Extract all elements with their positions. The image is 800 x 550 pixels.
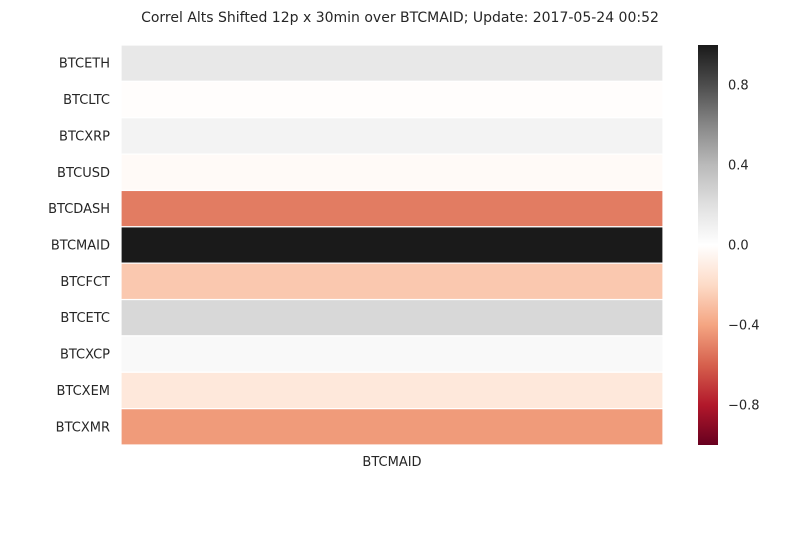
heatmap-cell bbox=[120, 408, 664, 446]
row-labels: BTCETH BTCLTC BTCXRP BTCUSD BTCDASH BTCMAID BT… bbox=[48, 57, 110, 436]
row-label: BTCETC bbox=[60, 311, 110, 326]
heatmap-cell bbox=[120, 153, 664, 192]
heatmap-cell bbox=[120, 189, 664, 228]
row-label: BTCDASH bbox=[48, 202, 110, 217]
heatmap-cell bbox=[120, 371, 664, 410]
chart-title: Correl Alts Shifted 12p x 30min over BTC… bbox=[141, 10, 659, 26]
heatmap-cell bbox=[120, 226, 664, 264]
heatmap-cells bbox=[120, 44, 664, 446]
colorbar-tick-label: 0.8 bbox=[728, 79, 749, 94]
row-label: BTCMAID bbox=[51, 239, 110, 254]
column-labels: BTCMAID bbox=[362, 455, 421, 470]
row-label: BTCXMR bbox=[56, 420, 110, 435]
row-label: BTCETH bbox=[59, 57, 110, 72]
row-label: BTCXEM bbox=[56, 384, 110, 399]
row-label: BTCXCP bbox=[60, 348, 110, 363]
heatmap-cell bbox=[120, 117, 664, 155]
colorbar-tick-label: −0.8 bbox=[728, 399, 760, 414]
heatmap-cell bbox=[120, 44, 664, 82]
colorbar-tick-label: 0.0 bbox=[728, 239, 749, 254]
heatmap-cell bbox=[120, 80, 664, 119]
row-label: BTCUSD bbox=[57, 166, 110, 181]
row-label: BTCLTC bbox=[63, 93, 110, 108]
colorbar-ticks: 0.8 0.4 0.0 −0.4 −0.8 bbox=[728, 79, 760, 414]
column-label: BTCMAID bbox=[362, 455, 421, 470]
colorbar bbox=[698, 45, 718, 445]
heatmap-cell bbox=[120, 335, 664, 373]
heatmap-cell bbox=[120, 298, 664, 337]
row-label: BTCFCT bbox=[60, 275, 110, 290]
row-label: BTCXRP bbox=[59, 129, 110, 144]
colorbar-gradient bbox=[698, 45, 718, 445]
colorbar-tick-label: −0.4 bbox=[728, 319, 760, 334]
colorbar-tick-label: 0.4 bbox=[728, 159, 749, 174]
heatmap-cell bbox=[120, 262, 664, 301]
